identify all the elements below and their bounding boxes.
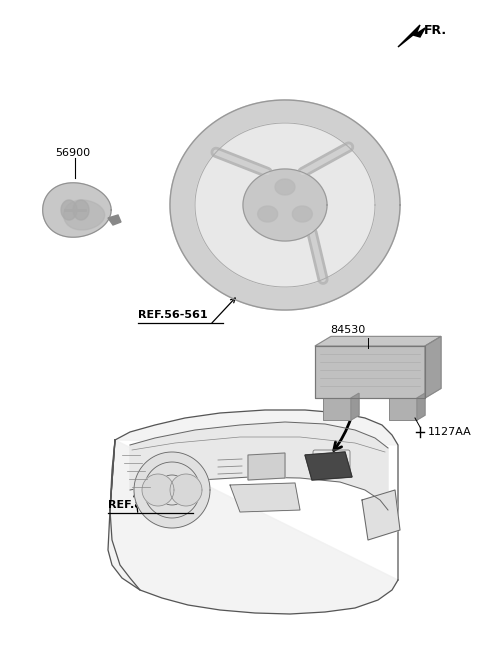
Polygon shape (351, 393, 359, 420)
Polygon shape (108, 410, 398, 614)
Polygon shape (243, 169, 327, 241)
Polygon shape (305, 452, 352, 480)
Polygon shape (230, 483, 300, 512)
Polygon shape (73, 200, 89, 220)
Polygon shape (292, 206, 312, 222)
Polygon shape (64, 200, 105, 230)
FancyBboxPatch shape (323, 398, 351, 420)
Polygon shape (315, 337, 441, 346)
Polygon shape (170, 474, 202, 506)
Polygon shape (43, 183, 111, 237)
Text: REF.84-847: REF.84-847 (108, 500, 178, 510)
FancyBboxPatch shape (315, 346, 425, 398)
Text: 1127AA: 1127AA (428, 427, 472, 437)
Polygon shape (425, 337, 441, 398)
Polygon shape (248, 453, 285, 480)
Polygon shape (61, 200, 77, 220)
Polygon shape (362, 490, 400, 540)
Polygon shape (195, 123, 375, 287)
Polygon shape (275, 179, 295, 195)
Text: REF.56-561: REF.56-561 (138, 310, 208, 320)
Polygon shape (108, 215, 121, 225)
Text: FR.: FR. (424, 24, 447, 37)
Polygon shape (398, 25, 425, 47)
Polygon shape (130, 422, 388, 510)
Polygon shape (170, 100, 400, 310)
FancyBboxPatch shape (389, 398, 417, 420)
Polygon shape (134, 452, 210, 528)
Text: 56900: 56900 (55, 148, 90, 158)
Text: 84530: 84530 (330, 325, 365, 335)
Polygon shape (142, 474, 174, 506)
Polygon shape (258, 206, 277, 222)
Polygon shape (417, 393, 425, 420)
